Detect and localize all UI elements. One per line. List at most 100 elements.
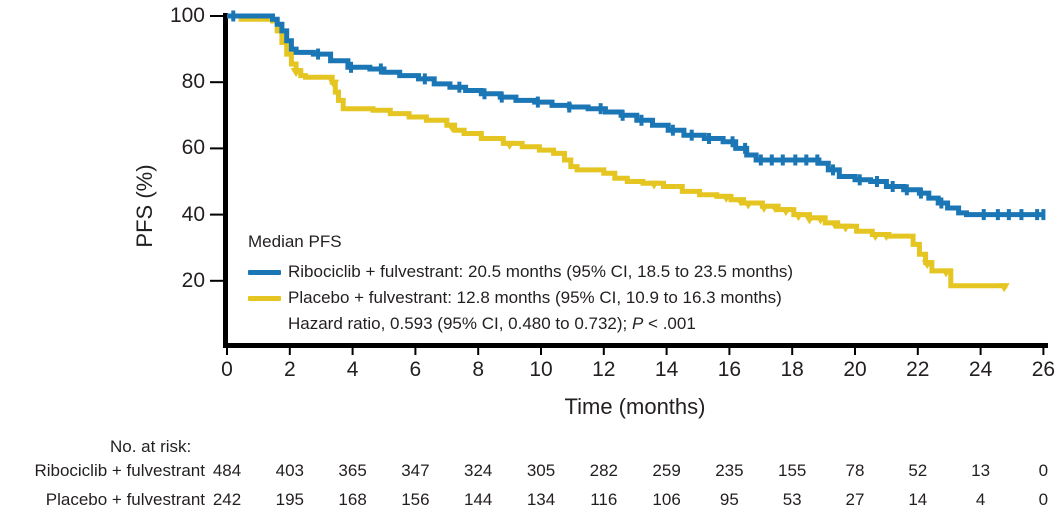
censor-mark-ribociclib: [670, 124, 675, 136]
y-tick: [210, 213, 223, 216]
x-tick-label: 12: [592, 358, 616, 381]
censor-mark-ribociclib: [1019, 209, 1024, 221]
legend-indent-spacer: [248, 324, 288, 329]
x-tick: [1042, 348, 1045, 355]
at-risk-header: No. at risk:: [110, 437, 192, 456]
y-tick: [210, 147, 223, 150]
censor-mark-ribociclib: [598, 103, 603, 115]
censor-mark-ribociclib: [639, 114, 644, 126]
legend-title: Median PFS: [248, 232, 342, 251]
at-risk-value: 324: [464, 461, 493, 480]
hazard-p-symbol: P: [631, 314, 644, 333]
censor-mark-ribociclib: [1006, 209, 1011, 221]
at-risk-value: 0: [1038, 490, 1049, 509]
at-risk-row-label-ribociclib: Ribociclib + fulvestrant: [34, 461, 205, 480]
censor-mark-ribociclib: [1035, 209, 1040, 221]
y-axis-line: [223, 13, 228, 348]
legend-label-ribociclib: Ribociclib + fulvestrant: 20.5 months (9…: [288, 262, 794, 281]
x-tick-label: 2: [283, 358, 296, 381]
at-risk-row-label-placebo: Placebo + fulvestrant: [45, 490, 205, 509]
at-risk-value: 14: [908, 490, 928, 509]
censor-mark-ribociclib: [231, 10, 236, 22]
censor-mark-placebo: [803, 215, 815, 225]
censor-mark-ribociclib: [689, 129, 694, 141]
censor-mark-ribociclib: [743, 142, 748, 154]
censor-mark-ribociclib: [499, 91, 504, 103]
censor-mark-ribociclib: [857, 174, 862, 186]
x-tick-label: 16: [717, 358, 742, 381]
x-axis-line: [223, 343, 1048, 348]
censor-mark-ribociclib: [831, 164, 836, 176]
censor-mark-placebo: [869, 231, 881, 241]
at-risk-value: 52: [908, 461, 928, 480]
x-tick-label: 24: [968, 358, 993, 381]
x-tick-label: 4: [346, 358, 359, 381]
censor-mark-ribociclib: [874, 176, 879, 187]
at-risk-value: 259: [652, 461, 681, 480]
censor-mark-placebo: [840, 223, 852, 233]
x-tick-label: 0: [221, 358, 233, 381]
censor-mark-ribociclib: [780, 154, 785, 166]
censor-mark-placebo: [769, 203, 781, 213]
censor-mark-placebo: [780, 207, 792, 217]
censor-mark-placebo: [504, 140, 516, 150]
x-tick-label: 14: [654, 358, 679, 381]
x-tick-label: 18: [780, 358, 804, 381]
x-tick: [540, 348, 542, 355]
x-tick: [728, 348, 731, 355]
censor-mark-ribociclib: [567, 101, 572, 113]
x-tick: [414, 348, 417, 355]
censor-mark-ribociclib: [918, 187, 923, 199]
censor-mark-ribociclib: [457, 81, 462, 93]
y-tick-label: 60: [181, 136, 205, 160]
censor-mark-placebo: [328, 79, 340, 89]
legend-label-placebo: Placebo + fulvestrant: 12.8 months (95% …: [288, 288, 782, 307]
y-tick-label: 20: [181, 268, 205, 292]
y-tick: [210, 81, 223, 84]
censor-mark-ribociclib: [904, 184, 909, 196]
censor-mark-ribociclib: [378, 63, 383, 75]
censor-mark-ribociclib: [535, 96, 540, 108]
x-tick-label: 22: [906, 358, 930, 381]
at-risk-value: 4: [975, 490, 986, 509]
at-risk-value: 95: [719, 490, 739, 509]
at-risk-value: 13: [971, 461, 991, 480]
at-risk-value: 305: [526, 461, 556, 480]
censor-mark-ribociclib: [793, 154, 798, 166]
censor-mark-ribociclib: [730, 136, 735, 148]
x-tick: [226, 348, 228, 355]
x-tick: [288, 348, 291, 355]
x-tick: [916, 348, 919, 355]
at-risk-value: 0: [1038, 461, 1049, 480]
at-risk-value: 242: [212, 490, 242, 509]
censor-mark-placebo: [758, 203, 770, 213]
censor-mark-placebo: [792, 212, 804, 222]
censor-mark-ribociclib: [995, 209, 1000, 221]
at-risk-value: 144: [464, 490, 493, 509]
x-tick-label: 6: [409, 358, 422, 381]
at-risk-value: 403: [275, 461, 304, 480]
censor-mark-placebo: [921, 260, 933, 270]
censor-mark-placebo: [648, 180, 660, 190]
censor-mark-placebo: [880, 231, 892, 241]
censor-mark-ribociclib: [316, 48, 321, 60]
censor-mark-ribociclib: [1041, 209, 1046, 221]
legend: Median PFS Ribociclib + fulvestrant: 20.…: [248, 231, 793, 339]
x-tick: [791, 348, 794, 355]
censor-mark-placebo: [814, 215, 826, 225]
x-tick: [602, 348, 605, 355]
censor-mark-placebo: [446, 122, 458, 132]
censor-mark-ribociclib: [706, 132, 711, 144]
at-risk-value: 168: [338, 490, 367, 509]
censor-mark-placebo: [720, 193, 732, 203]
x-tick: [665, 348, 668, 355]
at-risk-value: 106: [652, 490, 681, 509]
censor-mark-placebo: [742, 200, 754, 210]
at-risk-value: 282: [589, 461, 618, 480]
censor-mark-placebo: [998, 283, 1010, 293]
x-tick: [351, 348, 354, 355]
censor-mark-placebo: [940, 268, 952, 278]
at-risk-value: 235: [715, 461, 744, 480]
at-risk-value: 347: [401, 461, 430, 480]
